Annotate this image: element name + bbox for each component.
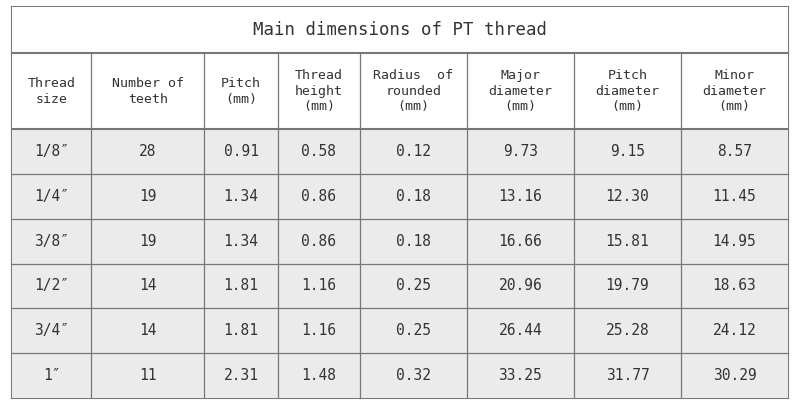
- Bar: [12, 353, 788, 398]
- Text: 1.16: 1.16: [302, 323, 336, 338]
- Text: 0.25: 0.25: [396, 323, 431, 338]
- Text: 0.86: 0.86: [302, 234, 336, 249]
- Bar: [12, 53, 788, 130]
- Text: 1.48: 1.48: [302, 368, 336, 383]
- Text: Minor
diameter
(mm): Minor diameter (mm): [702, 69, 766, 113]
- Text: Thread
size: Thread size: [28, 77, 76, 106]
- Text: 19: 19: [139, 234, 157, 249]
- Text: 8.57: 8.57: [717, 144, 752, 159]
- Text: 20.96: 20.96: [498, 279, 542, 294]
- Text: 1.34: 1.34: [224, 234, 258, 249]
- Text: 1.34: 1.34: [224, 189, 258, 204]
- Text: 24.12: 24.12: [713, 323, 756, 338]
- Text: 9.73: 9.73: [503, 144, 538, 159]
- Text: 19.79: 19.79: [606, 279, 650, 294]
- Text: 1/8″: 1/8″: [34, 144, 70, 159]
- Text: 0.86: 0.86: [302, 189, 336, 204]
- Bar: [12, 174, 788, 219]
- Text: 19: 19: [139, 189, 157, 204]
- Text: 0.25: 0.25: [396, 279, 431, 294]
- Text: Radius  of
rounded
(mm): Radius of rounded (mm): [374, 69, 454, 113]
- Text: 28: 28: [139, 144, 157, 159]
- Text: 13.16: 13.16: [498, 189, 542, 204]
- Text: 30.29: 30.29: [713, 368, 756, 383]
- Text: 3/8″: 3/8″: [34, 234, 70, 249]
- Text: 25.28: 25.28: [606, 323, 650, 338]
- Text: Number of
teeth: Number of teeth: [112, 77, 184, 106]
- Text: 1.81: 1.81: [224, 279, 258, 294]
- Text: Thread
height
(mm): Thread height (mm): [295, 69, 343, 113]
- Text: 33.25: 33.25: [498, 368, 542, 383]
- Text: 3/4″: 3/4″: [34, 323, 70, 338]
- Bar: [12, 130, 788, 174]
- Bar: [12, 219, 788, 264]
- Text: 1.81: 1.81: [224, 323, 258, 338]
- Text: 0.18: 0.18: [396, 189, 431, 204]
- Text: 1/4″: 1/4″: [34, 189, 70, 204]
- Text: 14: 14: [139, 279, 157, 294]
- Text: 14: 14: [139, 323, 157, 338]
- Bar: [12, 264, 788, 308]
- Text: 0.91: 0.91: [224, 144, 258, 159]
- Text: 9.15: 9.15: [610, 144, 645, 159]
- Text: 0.18: 0.18: [396, 234, 431, 249]
- Text: 14.95: 14.95: [713, 234, 756, 249]
- Text: 31.77: 31.77: [606, 368, 650, 383]
- Text: 0.32: 0.32: [396, 368, 431, 383]
- Text: 2.31: 2.31: [224, 368, 258, 383]
- Text: Main dimensions of PT thread: Main dimensions of PT thread: [253, 21, 547, 39]
- Text: 0.12: 0.12: [396, 144, 431, 159]
- Text: 1″: 1″: [43, 368, 61, 383]
- Text: 1/2″: 1/2″: [34, 279, 70, 294]
- Text: 26.44: 26.44: [498, 323, 542, 338]
- Bar: [12, 7, 788, 53]
- Text: 1.16: 1.16: [302, 279, 336, 294]
- Text: Major
diameter
(mm): Major diameter (mm): [489, 69, 553, 113]
- Text: 12.30: 12.30: [606, 189, 650, 204]
- Text: 16.66: 16.66: [498, 234, 542, 249]
- Text: 11: 11: [139, 368, 157, 383]
- Text: 0.58: 0.58: [302, 144, 336, 159]
- Text: Pitch
(mm): Pitch (mm): [221, 77, 261, 106]
- Text: 11.45: 11.45: [713, 189, 756, 204]
- Text: 18.63: 18.63: [713, 279, 756, 294]
- Text: Pitch
diameter
(mm): Pitch diameter (mm): [595, 69, 659, 113]
- Bar: [12, 308, 788, 353]
- Text: 15.81: 15.81: [606, 234, 650, 249]
